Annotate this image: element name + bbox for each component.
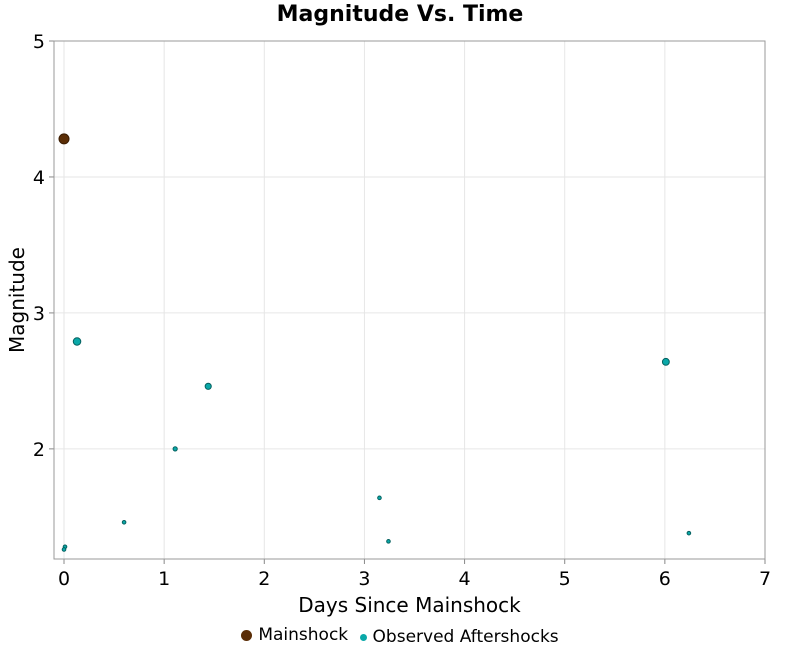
x-tick-label: 5 xyxy=(559,568,571,590)
legend-item-aftershocks: Observed Aftershocks xyxy=(359,627,559,647)
x-tick-label: 1 xyxy=(158,568,170,590)
legend-label: Observed Aftershocks xyxy=(372,627,559,647)
mainshock-marker-icon xyxy=(241,629,253,641)
aftershock-point xyxy=(121,519,127,525)
y-axis-label: Magnitude xyxy=(5,247,29,353)
x-axis-label: Days Since Mainshock xyxy=(298,593,521,617)
x-tick-label: 6 xyxy=(659,568,671,590)
aftershock-point xyxy=(661,357,670,366)
x-tick-label: 4 xyxy=(459,568,471,590)
x-tick-label: 2 xyxy=(258,568,270,590)
y-tick-label: 4 xyxy=(33,167,45,189)
aftershock-point xyxy=(686,530,692,536)
chart-title: Magnitude Vs. Time xyxy=(276,2,524,27)
y-tick-label: 5 xyxy=(33,31,45,53)
y-tick-label: 2 xyxy=(33,439,45,461)
aftershock-marker-icon xyxy=(359,633,367,641)
x-tick-label: 0 xyxy=(58,568,70,590)
aftershock-point xyxy=(172,446,178,452)
aftershock-point xyxy=(204,382,212,390)
aftershock-point xyxy=(61,547,67,552)
plot-frame xyxy=(53,40,766,560)
x-tick-label: 3 xyxy=(358,568,370,590)
aftershock-point xyxy=(377,495,382,501)
y-tick-label: 3 xyxy=(33,303,45,325)
aftershock-point xyxy=(386,539,391,544)
aftershock-point xyxy=(72,337,82,346)
legend-label: Mainshock xyxy=(258,625,349,645)
legend: Mainshock Observed Aftershocks xyxy=(0,625,800,647)
mainshock-point xyxy=(58,133,70,145)
x-tick-label: 7 xyxy=(759,568,771,590)
legend-item-mainshock: Mainshock xyxy=(241,625,348,645)
